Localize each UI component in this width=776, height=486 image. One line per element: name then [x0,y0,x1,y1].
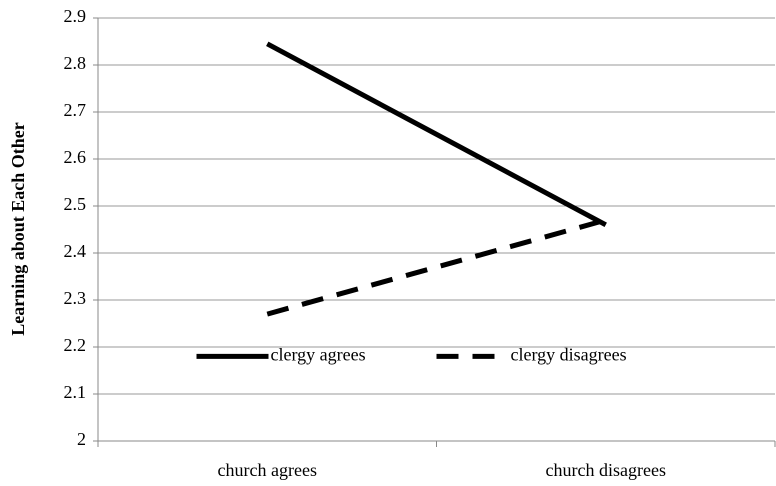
y-tick-label: 2.9 [64,6,87,26]
y-tick-label: 2.2 [64,335,87,355]
y-tick-label: 2.5 [64,194,87,214]
y-tick-label: 2.8 [64,53,87,73]
series-line [266,217,607,317]
y-tick-label: 2.6 [64,147,87,167]
x-tick-label: church disagrees [546,460,666,480]
legend-label: clergy agrees [271,345,366,365]
y-tick-label: 2.1 [64,382,87,402]
y-tick-label: 2 [77,429,86,449]
legend-label: clergy disagrees [511,345,627,365]
y-tick-label: 2.3 [64,288,87,308]
series-line [266,41,607,228]
y-tick-label: 2.7 [64,100,87,120]
y-axis-title: Learning about Each Other [8,122,28,336]
x-tick-label: church agrees [218,460,317,480]
y-tick-label: 2.4 [64,241,87,261]
